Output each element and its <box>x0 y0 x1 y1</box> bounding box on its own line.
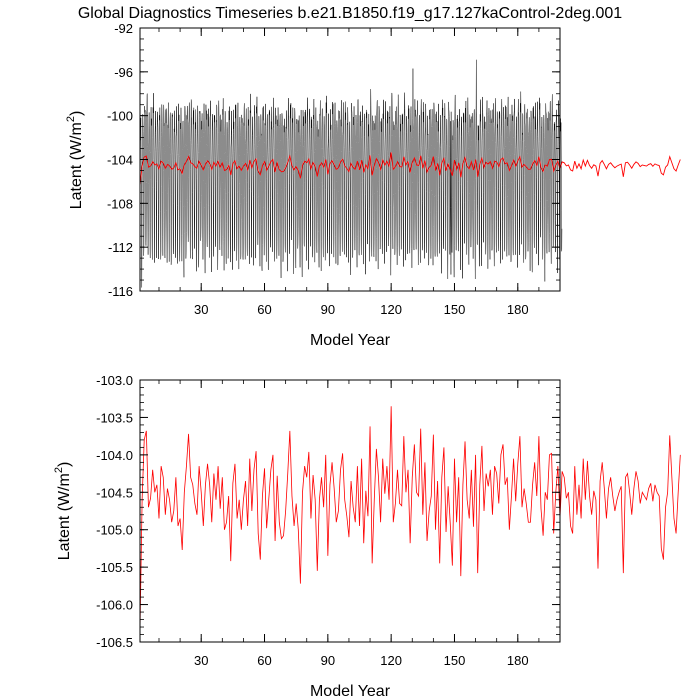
bottom-y-tick-label: -105.0 <box>96 523 133 538</box>
top-x-tick-label: 60 <box>257 302 271 317</box>
top-annual-series <box>139 152 681 186</box>
bottom-y-tick-label: -104.0 <box>96 448 133 463</box>
bottom-x-axis-label: Model Year <box>310 683 391 700</box>
top-y-tick-label: -100 <box>107 109 133 124</box>
top-y-axis: -116 -112 -108 -104 -100 -96 -92 <box>107 21 560 299</box>
bottom-x-tick-label: 30 <box>194 653 208 668</box>
top-y-tick-label: -96 <box>114 65 133 80</box>
bottom-y-tick-label: -106.5 <box>96 635 133 650</box>
top-monthly-line <box>139 59 563 288</box>
bottom-y-tick-label: -103.5 <box>96 410 133 425</box>
top-x-axis-label: Model Year <box>310 332 391 349</box>
bottom-x-tick-label: 120 <box>380 653 402 668</box>
bottom-y-axis: -106.5 -106.0 -105.5 -105.0 -104.5 -104.0 -103… <box>96 373 560 650</box>
top-y-tick-label: -104 <box>107 153 133 168</box>
top-y-axis-label: Latent (W/m2) <box>65 111 85 210</box>
top-y-tick-label: -92 <box>114 21 133 36</box>
top-x-tick-label: 90 <box>321 302 335 317</box>
bottom-x-tick-label: 90 <box>321 653 335 668</box>
bottom-y-tick-label: -104.5 <box>96 485 133 500</box>
bottom-y-tick-label: -106.0 <box>96 598 133 613</box>
top-annual-line <box>139 152 681 186</box>
top-y-tick-label: -108 <box>107 196 133 211</box>
bottom-y-tick-label: -105.5 <box>96 560 133 575</box>
bottom-x-tick-label: 60 <box>257 653 271 668</box>
top-y-tick-label: -116 <box>108 284 133 299</box>
top-y-tick-label: -112 <box>108 240 133 255</box>
top-x-axis: 30 60 90 120 150 180 <box>158 28 540 317</box>
top-x-tick-label: 150 <box>444 302 466 317</box>
top-x-tick-label: 180 <box>507 302 529 317</box>
bottom-x-tick-label: 180 <box>507 653 529 668</box>
bottom-y-axis-label: Latent (W/m2) <box>53 462 73 561</box>
bottom-annual-line <box>139 406 681 631</box>
bottom-y-tick-label: -103.0 <box>96 373 133 388</box>
bottom-plot-frame <box>139 379 561 643</box>
bottom-panel: -106.5 -106.0 -105.5 -105.0 -104.5 -104.0 -103… <box>53 373 681 700</box>
top-x-tick-label: 30 <box>194 302 208 317</box>
figure-title: Global Diagnostics Timeseries b.e21.B185… <box>78 5 622 22</box>
bottom-x-axis: 30 60 90 120 150 180 <box>158 380 540 668</box>
top-x-tick-label: 120 <box>380 302 402 317</box>
top-panel: -116 -112 -108 -104 -100 -96 -92 30 60 90 120 150 1… <box>65 21 681 349</box>
bottom-x-tick-label: 150 <box>444 653 466 668</box>
top-monthly-series <box>139 59 563 288</box>
bottom-annual-series <box>139 406 681 631</box>
